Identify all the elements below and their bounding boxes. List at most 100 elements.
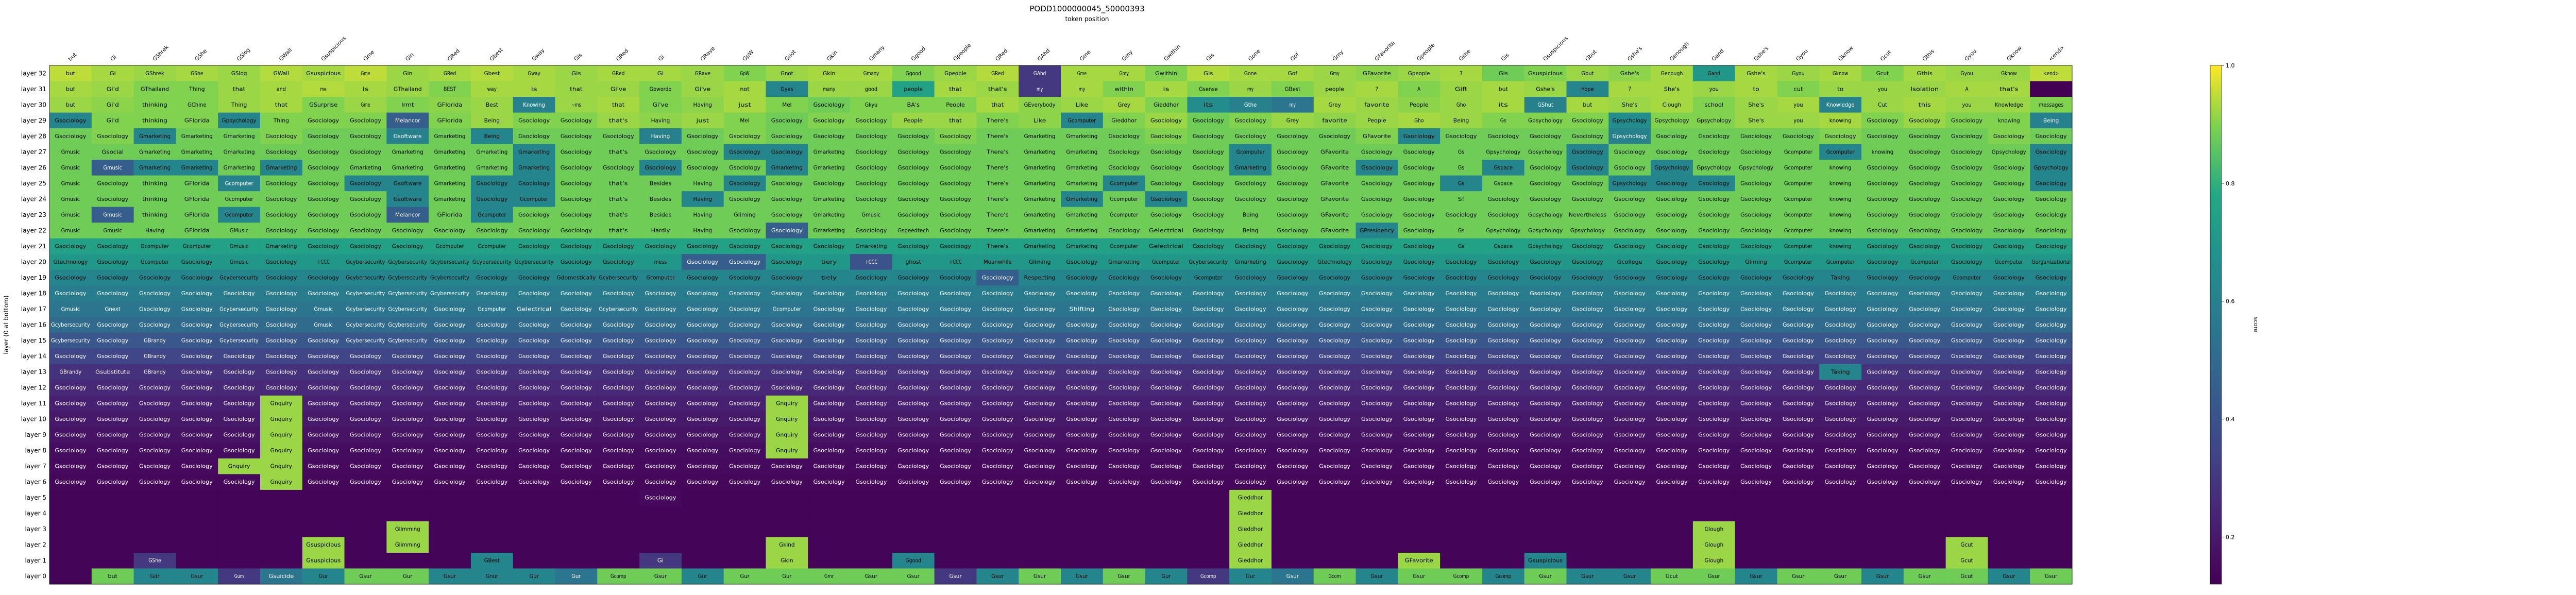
heatmap-cell: [850, 207, 893, 223]
heatmap-cell: [2030, 81, 2073, 97]
heatmap-cell: [850, 144, 893, 160]
cell-label: Gi: [657, 558, 664, 564]
cell-label: Gone: [1244, 71, 1257, 77]
cell-label: Gsociology: [940, 228, 971, 234]
cell-label: Gsociology: [1909, 448, 1940, 454]
heatmap-cell: [1524, 112, 1567, 129]
heatmap-cell: [1061, 97, 1104, 113]
heatmap-cell: [513, 128, 555, 144]
heatmap-cell: [1145, 160, 1188, 176]
cell-label: Gsociology: [1993, 416, 2025, 422]
heatmap-cell: [766, 128, 808, 144]
cell-label: Gsociology: [1024, 369, 1056, 376]
cell-label: Gsociology: [1951, 369, 1982, 376]
cell-label: Gsociology: [1361, 306, 1393, 312]
cell-label: Gsociology: [645, 338, 676, 344]
cell-label: Gsociology: [1361, 369, 1393, 376]
cell-label: Gsociology: [1150, 401, 1182, 407]
heatmap-cell: [1271, 552, 1314, 569]
cell-label: Gsociology: [224, 369, 255, 376]
cell-label: Gsociology: [729, 196, 760, 202]
cell-label: Gsociology: [308, 416, 339, 422]
cell-label: Gsociology: [1193, 306, 1224, 312]
heatmap-cell: [91, 505, 134, 522]
cell-label: Gsociology: [1150, 464, 1182, 470]
cell-label: Gsociology: [1193, 432, 1224, 438]
cell-label: Gsociology: [940, 196, 971, 202]
chart-title: PODD1000000045_50000393: [1029, 4, 1144, 14]
cell-label: knowing: [1829, 165, 1852, 171]
cell-label: Gsociology: [814, 243, 845, 249]
cell-label: Gsociology: [940, 322, 971, 328]
cell-label: Gsociology: [55, 448, 86, 454]
cell-label: Gsociology: [1825, 306, 1856, 312]
cell-label: Gsociology: [392, 464, 423, 470]
cell-label: Gcybersecurity: [515, 259, 554, 265]
cell-label: GRave: [695, 71, 711, 77]
cell-label: me: [320, 86, 327, 92]
cell-label: Gcybersecurity: [430, 275, 469, 281]
heatmap-cell: [1608, 128, 1651, 144]
cell-label: Gpsychology: [1528, 212, 1563, 218]
cell-label: Gmarketing: [1024, 196, 1056, 202]
heatmap-cell: [1819, 97, 1862, 113]
cell-label: Gsociology: [897, 401, 929, 407]
heatmap-cell: [218, 81, 261, 97]
cell-label: Gcomputer: [1110, 212, 1139, 218]
cell-label: GFavorite: [1405, 558, 1433, 564]
heatmap-cell: [1692, 144, 1736, 160]
heatmap-cell: [2030, 537, 2073, 553]
cell-label: Gnquiry: [228, 464, 250, 470]
cell-label: Gsociology: [814, 338, 845, 344]
heatmap-cell: [260, 505, 303, 522]
cell-label: GFlorida: [184, 196, 210, 202]
cell-label: Gsociology: [476, 479, 507, 485]
cell-label: Gsociology: [1066, 275, 1097, 281]
cell-label: Gnquiry: [270, 464, 293, 470]
cell-label: Gsur: [1581, 573, 1594, 580]
cell-label: way: [487, 86, 497, 92]
cell-label: Gsociology: [1867, 448, 1898, 454]
cell-label: Gsociology: [518, 385, 550, 391]
cell-label: Gsociology: [2036, 291, 2067, 297]
cell-label: Gsur: [2003, 573, 2015, 580]
cell-label: Gsociology: [2036, 322, 2067, 328]
heatmap-cell: [260, 175, 303, 192]
heatmap-cell: [302, 207, 345, 223]
cell-label: Gsociology: [97, 448, 128, 454]
cell-label: Gsociology: [1361, 149, 1393, 155]
cell-label: Gsociology: [1066, 448, 1097, 454]
cell-label: Gi've: [653, 102, 669, 108]
cell-label: Gsociology: [729, 149, 760, 155]
heatmap-cell: [1524, 81, 1567, 97]
cell-label: Gmarketing: [392, 149, 423, 155]
heatmap-cell: [1903, 81, 1946, 97]
cell-label: Gsociology: [1909, 385, 1940, 391]
cell-label: Gsociology: [434, 479, 466, 485]
cell-label: Gsociology: [771, 243, 803, 249]
heatmap-cell: [639, 537, 682, 553]
cell-label: Gsociology: [1572, 243, 1603, 249]
cell-label: Ggood: [905, 71, 921, 77]
heatmap-cell: [681, 207, 724, 223]
cell-label: Gsociology: [1277, 180, 1308, 186]
cell-label: ~ms: [571, 102, 581, 108]
cell-label: GSlog: [231, 71, 247, 77]
cell-label: Gsociology: [308, 385, 339, 391]
cell-label: Gieddhor: [1238, 558, 1263, 564]
heatmap-cell: [176, 552, 218, 569]
cell-label: Gsociology: [55, 117, 86, 124]
heatmap-cell: [260, 537, 303, 553]
cell-label: GpW: [740, 71, 750, 77]
cell-label: Gsociology: [265, 322, 297, 328]
cell-label: Gsociology: [1951, 133, 1982, 140]
cell-label: Gsociology: [1150, 416, 1182, 422]
heatmap-cell: [850, 191, 893, 208]
cell-label: Gsociology: [1361, 243, 1393, 249]
cell-label: Gsur: [1834, 573, 1847, 580]
heatmap-cell: [639, 128, 682, 144]
cell-label: Gelectrical: [1149, 228, 1183, 234]
cell-label: Gsociology: [2036, 180, 2067, 186]
cell-label: Gsociology: [645, 495, 676, 501]
cell-label: Gsociology: [729, 180, 760, 186]
